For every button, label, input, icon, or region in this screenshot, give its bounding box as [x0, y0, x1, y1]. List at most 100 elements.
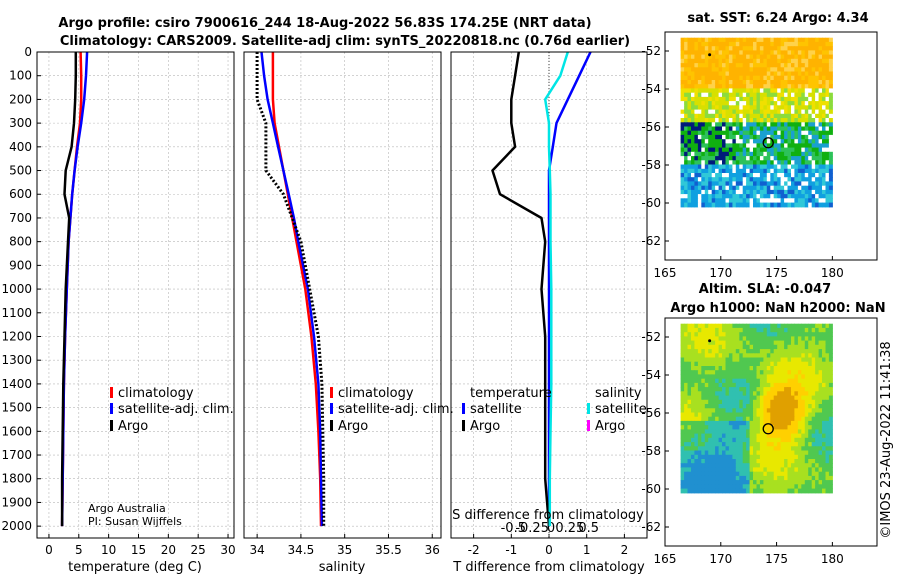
map-cell [828, 433, 833, 439]
map-cell [773, 173, 778, 178]
map-cell [684, 75, 689, 81]
map-cell [777, 177, 782, 182]
map-cell [753, 50, 757, 56]
map-cell [728, 105, 733, 111]
map-cell [715, 84, 720, 89]
map-cell [811, 484, 816, 490]
map-cell [818, 323, 823, 329]
map-cell [808, 412, 813, 418]
map-cell [818, 168, 823, 174]
map-cell [697, 425, 702, 430]
map-cell [704, 101, 709, 106]
map-cell [784, 92, 789, 98]
map-cell [763, 327, 768, 333]
map-cell [749, 467, 754, 473]
map-cell [725, 160, 730, 166]
map-cell [694, 488, 699, 494]
map-cell [739, 198, 744, 204]
map-cell [759, 323, 764, 329]
map-cell [818, 134, 823, 140]
map-cell [725, 429, 730, 435]
map-cell [777, 105, 782, 111]
map-cell [711, 488, 716, 494]
map-cell [697, 323, 702, 329]
map-cell [804, 168, 809, 174]
map-cell [801, 71, 806, 77]
map-cell [718, 118, 723, 123]
map-cell [684, 450, 689, 456]
map-cell [715, 126, 720, 132]
map-cell [797, 442, 802, 447]
map-cell [822, 370, 826, 375]
map-cell [684, 408, 689, 414]
map-cell [701, 425, 706, 430]
map-cell [787, 54, 792, 60]
map-cell [801, 475, 806, 481]
map-cell [711, 198, 716, 204]
map-cell [739, 37, 744, 43]
map-cell [708, 105, 713, 111]
map-cell [801, 450, 806, 456]
map-cell [811, 471, 816, 477]
map-cell [766, 429, 771, 435]
map-cell [718, 344, 723, 350]
map-cell [687, 336, 692, 342]
map-cell [691, 143, 695, 149]
map-cell [711, 151, 716, 157]
map-cell [725, 147, 730, 153]
map-cell [728, 54, 733, 60]
map-cell [735, 122, 740, 128]
map-cell [777, 399, 782, 405]
map-cell [780, 488, 785, 494]
map-cell [728, 151, 733, 157]
map-cell [725, 437, 730, 443]
map-cell [691, 168, 695, 174]
map-cell [804, 130, 809, 136]
map-cell [777, 194, 782, 199]
map-cell [794, 387, 799, 392]
map-cell [753, 391, 757, 397]
map-cell [759, 80, 764, 85]
map-cell [697, 118, 702, 123]
map-cell [822, 143, 826, 149]
map-cell [684, 332, 689, 337]
map-cell [828, 344, 833, 350]
map-cell [825, 41, 830, 47]
map-cell [759, 58, 764, 64]
map-cell [684, 404, 689, 409]
map-cell [759, 387, 764, 392]
depth-tick-label: 1300 [1, 353, 32, 367]
map-cell [780, 58, 785, 64]
map-cell [718, 113, 723, 119]
map-cell [818, 139, 823, 144]
map-cell [822, 459, 826, 464]
map-cell [780, 147, 785, 153]
map-cell [718, 143, 723, 149]
map-cell [753, 344, 757, 350]
map-cell [822, 139, 826, 144]
legend-label-s-satellite: satellite [595, 402, 647, 417]
map-cell [701, 357, 706, 363]
map-cell [691, 366, 695, 371]
map-cell [794, 488, 799, 494]
map-cell [766, 488, 771, 494]
map-cell [687, 151, 692, 157]
map-cell [735, 399, 740, 405]
map-cell [711, 156, 716, 161]
sla-map: 165 170 175 180-52-54-56-58-60-62 [641, 317, 878, 566]
map-cell [697, 164, 702, 170]
map-cell [746, 63, 751, 68]
map-cell [797, 340, 802, 346]
map-cell [777, 442, 782, 447]
map-cell [811, 344, 816, 350]
legend-swatch-argo [110, 420, 113, 431]
map-cell [684, 366, 689, 371]
map-cell [828, 336, 833, 342]
map-cell [701, 467, 706, 473]
map-cell [791, 374, 795, 380]
map-cell [718, 395, 723, 401]
map-cell [722, 101, 726, 106]
map-cell [697, 71, 702, 77]
map-cell [704, 71, 709, 77]
map-cell [773, 37, 778, 43]
